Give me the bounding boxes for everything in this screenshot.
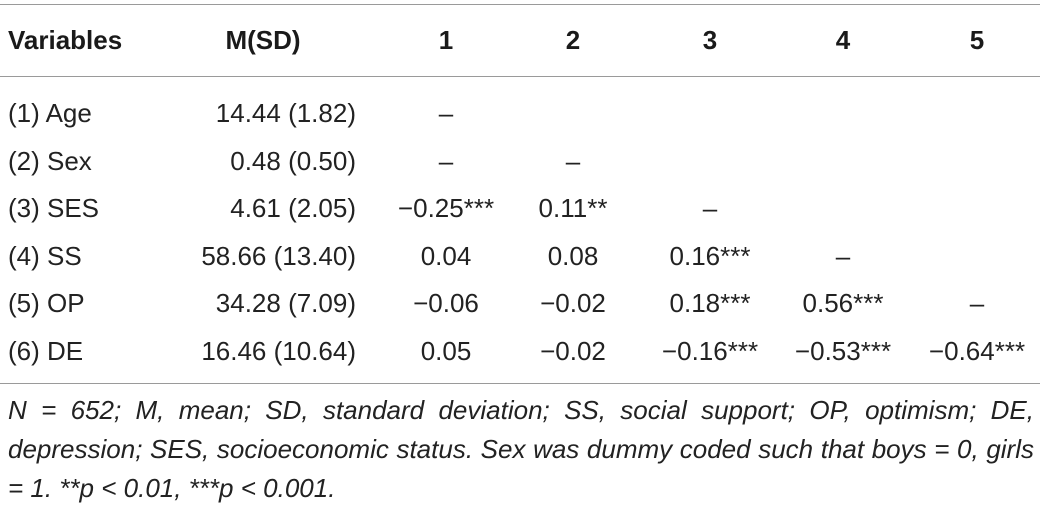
cell-msd: 4.61 (2.05) (230, 193, 356, 223)
table-footnote: N = 652; M, mean; SD, standard deviation… (8, 395, 1034, 503)
cell-variable: (4) SS (8, 240, 82, 271)
table-top-rule (0, 4, 1040, 5)
cell-col-3: 0.18*** (669, 288, 751, 318)
cell-col-5: −0.64*** (928, 335, 1026, 366)
cell-col-4: – (835, 240, 851, 271)
header-col-4: 4 (835, 25, 851, 55)
cell-col-4: 0.56*** (802, 288, 884, 318)
cell-col-3: −0.16*** (661, 335, 759, 366)
cell-col-1: 0.04 (420, 240, 472, 271)
cell-col-2: – (565, 145, 581, 176)
header-rule (0, 76, 1040, 77)
cell-variable: (3) SES (8, 193, 100, 223)
cell-col-5: – (969, 288, 985, 318)
table-bottom-rule (0, 383, 1040, 384)
cell-variable: (1) Age (8, 98, 92, 128)
cell-msd: 14.44 (1.82) (215, 98, 356, 128)
header-variables: Variables (8, 25, 123, 55)
cell-msd: 34.28 (7.09) (215, 288, 356, 318)
cell-col-1: −0.06 (413, 288, 479, 318)
cell-col-3: 0.16*** (669, 240, 751, 271)
cell-col-1: – (438, 145, 454, 176)
header-col-5: 5 (969, 25, 985, 55)
cell-col-2: 0.08 (547, 240, 599, 271)
cell-col-3: – (702, 193, 718, 223)
cell-col-1: – (438, 98, 454, 128)
header-col-1: 1 (438, 25, 454, 55)
cell-col-4: −0.53*** (794, 335, 892, 366)
cell-msd: 16.46 (10.64) (201, 335, 356, 366)
cell-variable: (6) DE (8, 335, 84, 366)
cell-msd: 58.66 (13.40) (201, 240, 356, 271)
header-msd: M(SD) (225, 25, 301, 55)
header-col-2: 2 (565, 25, 581, 55)
cell-col-2: 0.11** (538, 193, 608, 223)
cell-variable: (5) OP (8, 288, 85, 318)
cell-variable: (2) Sex (8, 145, 92, 176)
cell-col-2: −0.02 (540, 288, 606, 318)
cell-msd: 0.48 (0.50) (230, 145, 356, 176)
cell-col-1: −0.25*** (397, 193, 495, 223)
header-col-3: 3 (702, 25, 718, 55)
cell-col-1: 0.05 (420, 335, 472, 366)
cell-col-2: −0.02 (540, 335, 606, 366)
